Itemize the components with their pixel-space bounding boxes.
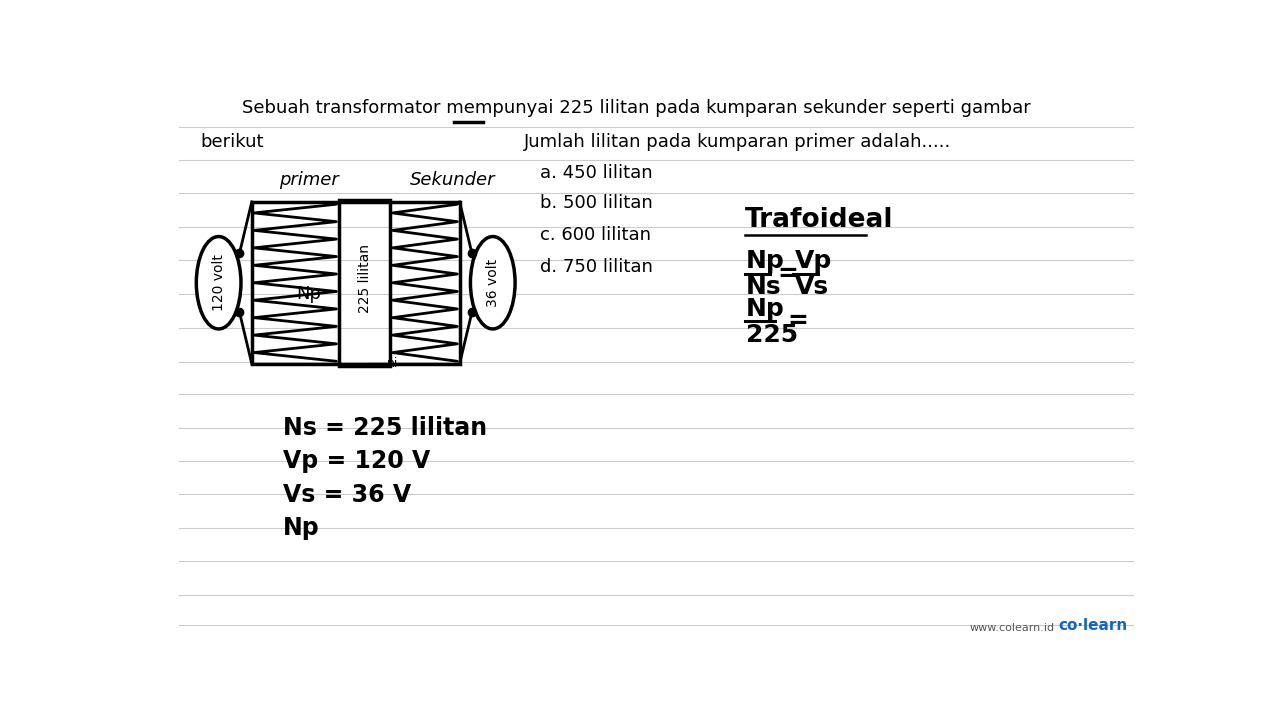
- Text: d. 750 lilitan: d. 750 lilitan: [540, 258, 653, 276]
- Text: Sekunder: Sekunder: [410, 171, 495, 189]
- Text: Ns: Ns: [746, 275, 782, 300]
- Bar: [339, 199, 390, 366]
- Text: =: =: [777, 261, 797, 286]
- Ellipse shape: [471, 237, 515, 329]
- Text: b. 500 lilitan: b. 500 lilitan: [540, 194, 653, 212]
- Ellipse shape: [196, 237, 241, 329]
- Text: 225 lilitan: 225 lilitan: [357, 244, 371, 313]
- Text: Ns = 225 lilitan: Ns = 225 lilitan: [283, 415, 486, 439]
- Text: ni: ni: [387, 357, 398, 371]
- Text: c. 600 lilitan: c. 600 lilitan: [540, 226, 652, 244]
- Text: Sebuah transformator mempunyai 225 lilitan pada kumparan sekunder seperti gambar: Sebuah transformator mempunyai 225 lilit…: [242, 99, 1032, 117]
- Text: Vs = 36 V: Vs = 36 V: [283, 482, 411, 506]
- Text: primer: primer: [279, 171, 338, 189]
- Text: Np: Np: [297, 285, 321, 303]
- Text: 120 volt: 120 volt: [211, 254, 225, 311]
- Text: a. 450 lilitan: a. 450 lilitan: [540, 164, 653, 182]
- Text: Vs: Vs: [795, 275, 828, 300]
- Text: berikut: berikut: [200, 132, 264, 150]
- Text: www.colearn.id: www.colearn.id: [970, 623, 1055, 633]
- Text: Jumlah lilitan pada kumparan primer adalah.....: Jumlah lilitan pada kumparan primer adal…: [524, 132, 951, 150]
- Text: Vp = 120 V: Vp = 120 V: [283, 449, 430, 473]
- Text: 225: 225: [746, 323, 799, 347]
- Text: Np: Np: [746, 297, 785, 321]
- Text: Np: Np: [283, 516, 319, 539]
- Text: Np: Np: [746, 249, 785, 273]
- Bar: [252, 202, 460, 364]
- Text: 36 volt: 36 volt: [486, 258, 499, 307]
- Text: =: =: [787, 310, 808, 333]
- Text: co·learn: co·learn: [1059, 618, 1128, 633]
- Text: Vp: Vp: [795, 249, 832, 273]
- Text: Trafoideal: Trafoideal: [745, 207, 893, 233]
